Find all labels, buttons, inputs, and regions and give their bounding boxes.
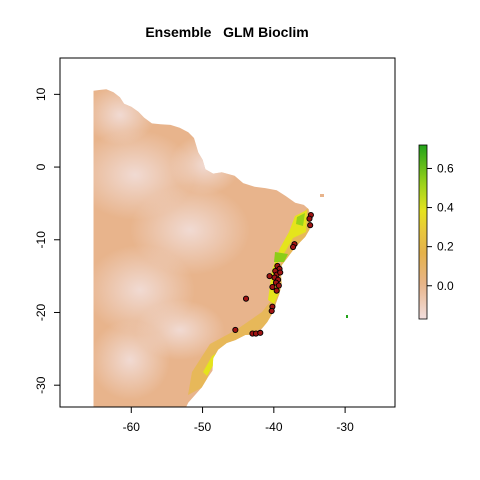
high-suitability-green-2 bbox=[296, 213, 305, 226]
legend-tick-label: 0.2 bbox=[437, 240, 454, 254]
occurrence-points bbox=[232, 211, 314, 337]
occurrence-point bbox=[290, 243, 297, 251]
x-tick-label: -30 bbox=[336, 420, 354, 434]
atol-marker bbox=[346, 315, 348, 318]
y-tick-label: -20 bbox=[34, 303, 48, 321]
coastal-band bbox=[188, 208, 310, 395]
occurrence-point bbox=[269, 283, 276, 291]
legend-tick-label: 0.0 bbox=[437, 279, 454, 293]
y-tick-label: 0 bbox=[34, 163, 48, 170]
x-tick-label: -50 bbox=[194, 420, 212, 434]
occurrence-point bbox=[277, 269, 284, 276]
occurrence-point bbox=[307, 222, 314, 229]
x-tick-label: -60 bbox=[123, 420, 141, 434]
legend-tick-label: 0.4 bbox=[437, 201, 454, 215]
color-legend: 0.0 0.2 0.4 0.6 bbox=[418, 144, 454, 320]
legend-colorbar bbox=[418, 144, 428, 320]
occurrence-point bbox=[273, 287, 280, 294]
occurrence-point bbox=[275, 282, 282, 289]
occurrence-point bbox=[257, 329, 264, 336]
island-fragment bbox=[320, 194, 324, 197]
y-tick-label: 10 bbox=[34, 87, 48, 101]
plot-title: Ensemble GLM Bioclim bbox=[145, 24, 308, 40]
y-axis: -30 -20 -10 0 10 bbox=[34, 87, 60, 394]
high-suitability-green bbox=[274, 252, 288, 262]
y-tick-label: -30 bbox=[34, 376, 48, 394]
y-tick-label: -10 bbox=[34, 231, 48, 249]
occurrence-point bbox=[242, 295, 250, 302]
x-axis: -60 -50 -40 -30 bbox=[123, 407, 354, 434]
occurrence-point bbox=[268, 307, 275, 315]
legend-tick-label: 0.6 bbox=[437, 161, 454, 175]
occurrence-point bbox=[232, 326, 239, 333]
occurrence-point bbox=[266, 273, 273, 280]
map-panel bbox=[93, 89, 348, 407]
legend-ticks: 0.0 0.2 0.4 0.6 bbox=[427, 161, 454, 293]
x-tick-label: -40 bbox=[265, 420, 283, 434]
occurrence-point bbox=[306, 215, 313, 222]
plot-frame bbox=[59, 57, 396, 408]
